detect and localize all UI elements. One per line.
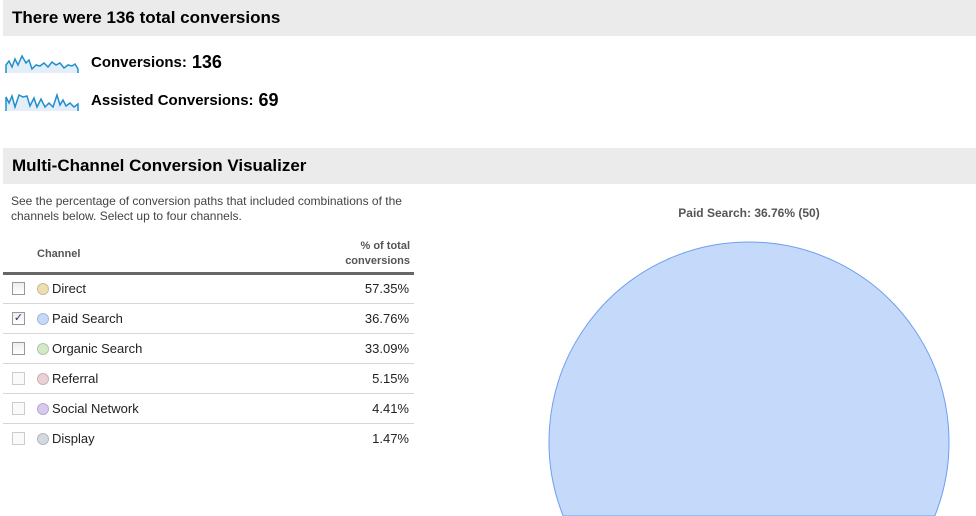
channel-checkbox[interactable] xyxy=(12,431,25,445)
channel-checkbox[interactable] xyxy=(12,401,25,415)
channel-row: Referral 5.15% xyxy=(3,363,414,394)
channel-checkbox[interactable] xyxy=(12,341,25,355)
sparkline-icon xyxy=(5,92,79,111)
channel-pct: 4.41% xyxy=(324,393,414,424)
channel-row: Social Network 4.41% xyxy=(3,393,414,424)
visualizer-description: See the percentage of conversion paths t… xyxy=(11,194,402,223)
channel-pct: 36.76% xyxy=(324,303,414,334)
channel-color-dot-icon xyxy=(37,432,49,445)
summary-title: There were 136 total conversions xyxy=(12,8,281,27)
channel-pct: 33.09% xyxy=(324,333,414,364)
channel-name: Social Network xyxy=(52,400,139,416)
channel-color-dot-icon xyxy=(37,312,49,325)
metric-label: Assisted Conversions: xyxy=(91,92,254,109)
column-channel: Channel xyxy=(37,237,324,275)
channel-pct: 57.35% xyxy=(324,273,414,304)
column-pct: % of total conversions xyxy=(324,237,414,275)
channel-pct: 1.47% xyxy=(372,430,409,446)
venn-circle-paid-search[interactable] xyxy=(548,241,950,516)
metric-assisted-conversions: Assisted Conversions: 69 xyxy=(5,90,279,111)
channel-row: Display 1.47% xyxy=(3,423,414,453)
visualizer-title: Multi-Channel Conversion Visualizer xyxy=(12,156,307,175)
channel-color-dot-icon xyxy=(37,402,49,415)
channel-color-dot-icon xyxy=(37,283,49,295)
metric-conversions: Conversions: 136 xyxy=(5,52,222,73)
channel-name: Organic Search xyxy=(52,340,143,356)
channel-row: ✓ Paid Search 36.76% xyxy=(3,303,414,334)
channel-color-dot-icon xyxy=(37,372,49,385)
channel-name: Display xyxy=(52,430,95,446)
channel-pct: 5.15% xyxy=(324,363,414,394)
channel-name: Referral xyxy=(52,370,99,386)
venn-label: Paid Search: 36.76% (50) xyxy=(678,206,820,220)
sparkline-icon xyxy=(5,53,79,73)
channel-table: Channel % of total conversions Direct 57… xyxy=(3,237,414,453)
metric-value: 136 xyxy=(191,52,222,72)
channel-checkbox[interactable] xyxy=(12,282,25,295)
summary-header: There were 136 total conversions xyxy=(3,0,976,36)
metric-value: 69 xyxy=(258,90,279,110)
channel-row: Direct 57.35% xyxy=(3,273,414,304)
channel-name: Paid Search xyxy=(52,310,123,326)
channel-checkbox[interactable] xyxy=(12,371,25,385)
metric-label: Conversions: xyxy=(91,54,187,71)
channel-name: Direct xyxy=(52,281,86,296)
channel-row: Organic Search 33.09% xyxy=(3,333,414,364)
channel-checkbox[interactable]: ✓ xyxy=(12,311,25,325)
channel-color-dot-icon xyxy=(37,342,49,355)
visualizer-header: Multi-Channel Conversion Visualizer xyxy=(3,148,976,184)
